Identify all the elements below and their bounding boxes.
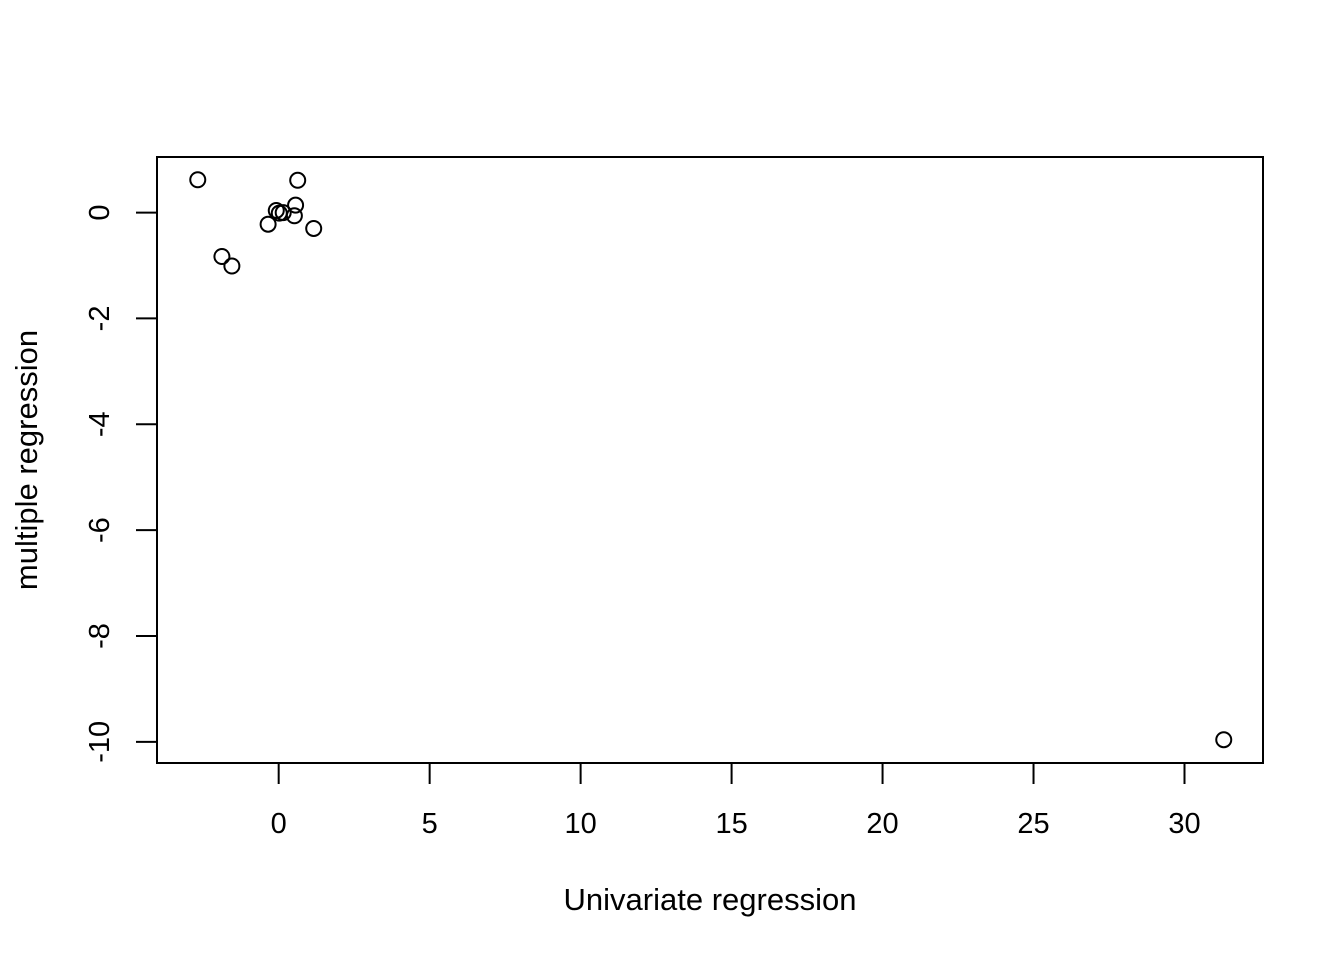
data-point [223,257,241,275]
data-point [259,215,277,233]
x-tick-label: 0 [271,808,287,840]
y-axis-title: multiple regression [9,330,44,590]
data-point [189,171,207,189]
x-tick-label: 5 [422,808,438,840]
plot-frame [156,156,1264,764]
data-point [274,204,292,222]
x-tick-label: 10 [564,808,596,840]
data-point [289,171,307,189]
data-point [285,207,303,225]
y-tick-label: -8 [84,623,116,649]
data-point [287,196,305,214]
data-point [213,248,231,266]
y-tick-label: -6 [84,517,116,543]
y-tick-label: -10 [84,721,116,763]
y-tick-label: 0 [84,205,116,221]
x-tick-label: 15 [715,808,747,840]
y-tick-label: -2 [84,306,116,332]
x-tick-label: 20 [866,808,898,840]
data-points [189,171,1233,749]
y-axis: 0 -2 -4 -6 -8 -10 [84,205,158,763]
data-point [305,219,323,237]
data-point [267,201,285,219]
data-point [1215,731,1233,749]
x-tick-label: 30 [1168,808,1200,840]
x-axis: 0 5 10 15 20 25 30 [271,762,1201,840]
y-tick-label: -4 [84,411,116,437]
x-axis-title: Univariate regression [564,882,857,917]
x-tick-label: 25 [1017,808,1049,840]
